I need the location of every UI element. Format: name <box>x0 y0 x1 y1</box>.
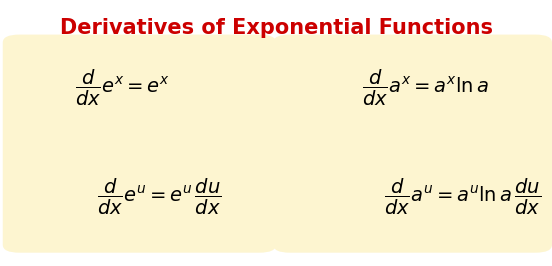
Text: $\dfrac{d}{dx}a^{x} = a^{x}\ln a$: $\dfrac{d}{dx}a^{x} = a^{x}\ln a$ <box>362 68 489 108</box>
FancyBboxPatch shape <box>273 35 552 253</box>
Text: Derivatives of Exponential Functions: Derivatives of Exponential Functions <box>60 18 492 38</box>
FancyBboxPatch shape <box>3 35 276 253</box>
Text: $\dfrac{d}{dx}a^{u} = a^{u}\ln a\,\dfrac{du}{dx}$: $\dfrac{d}{dx}a^{u} = a^{u}\ln a\,\dfrac… <box>384 177 541 217</box>
Text: $\dfrac{d}{dx}e^{u} = e^{u}\,\dfrac{du}{dx}$: $\dfrac{d}{dx}e^{u} = e^{u}\,\dfrac{du}{… <box>97 177 221 217</box>
Text: $\dfrac{d}{dx}e^{x} = e^{x}$: $\dfrac{d}{dx}e^{x} = e^{x}$ <box>75 68 169 108</box>
